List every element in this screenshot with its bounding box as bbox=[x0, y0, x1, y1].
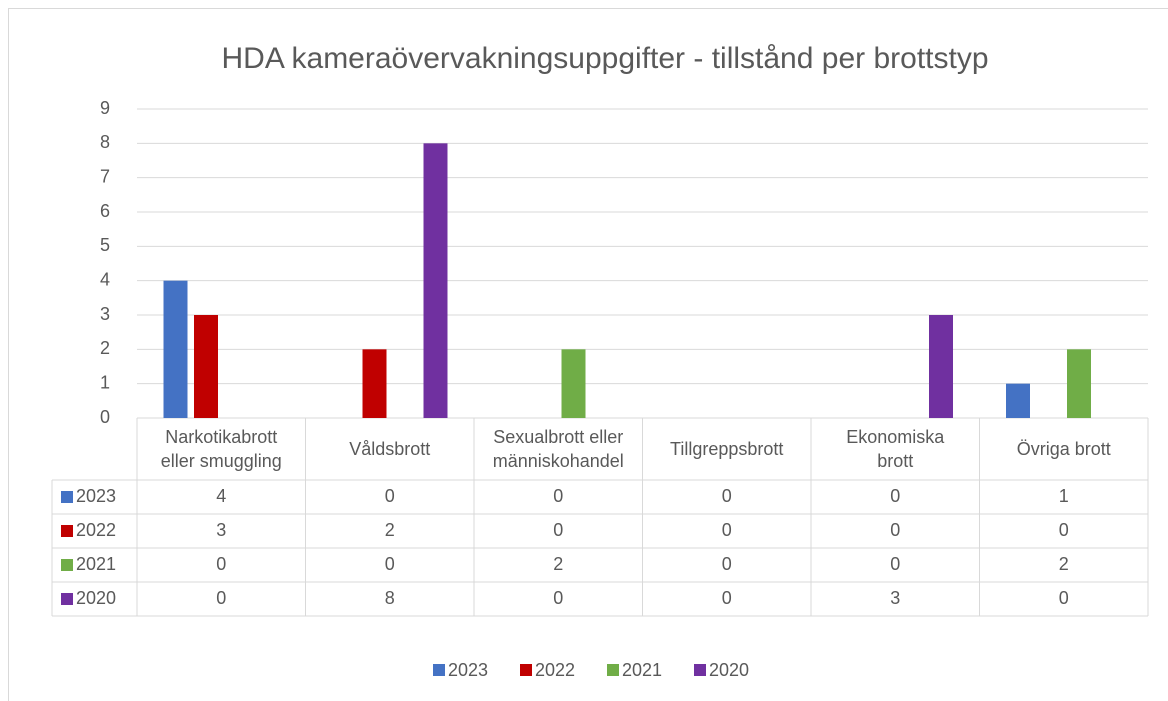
table-value: 2 bbox=[1059, 554, 1069, 574]
y-tick-label: 0 bbox=[100, 407, 110, 427]
y-tick-label: 8 bbox=[100, 132, 110, 152]
y-tick-label: 3 bbox=[100, 304, 110, 324]
table-series-label: 2020 bbox=[76, 588, 116, 608]
bar bbox=[194, 315, 218, 418]
table-value: 0 bbox=[1059, 520, 1069, 540]
y-tick-label: 1 bbox=[100, 372, 110, 392]
legend-key bbox=[607, 664, 619, 676]
table-value: 0 bbox=[385, 486, 395, 506]
table-value: 0 bbox=[722, 554, 732, 574]
table-value: 2 bbox=[553, 554, 563, 574]
legend-key bbox=[61, 593, 73, 605]
table-value: 0 bbox=[1059, 588, 1069, 608]
category-cell: Våldsbrott bbox=[349, 439, 431, 459]
y-tick-label: 2 bbox=[100, 338, 110, 358]
table-value: 0 bbox=[890, 486, 900, 506]
legend-key bbox=[520, 664, 532, 676]
table-value: 0 bbox=[553, 520, 563, 540]
table-value: 0 bbox=[722, 520, 732, 540]
y-tick-label: 4 bbox=[100, 269, 110, 289]
x-tick-label: Sexualbrott eller människohandel bbox=[492, 427, 624, 471]
table-value: 4 bbox=[216, 486, 226, 506]
table-value: 0 bbox=[890, 554, 900, 574]
legend-label: 2022 bbox=[535, 660, 575, 680]
legend-key bbox=[61, 491, 73, 503]
x-tick-label: Tillgreppsbrott bbox=[670, 439, 784, 459]
bar bbox=[362, 349, 387, 418]
table-value: 0 bbox=[553, 588, 563, 608]
table-series-label: 2022 bbox=[76, 520, 116, 540]
category-cell: Övriga brott bbox=[1016, 439, 1111, 459]
table-value: 3 bbox=[890, 588, 900, 608]
table-value: 0 bbox=[216, 588, 226, 608]
bar bbox=[929, 315, 953, 418]
legend-key bbox=[61, 559, 73, 571]
category-cell: Sexualbrott eller människohandel bbox=[492, 427, 624, 471]
bar bbox=[1067, 349, 1091, 418]
category-cell: Tillgreppsbrott bbox=[670, 439, 784, 459]
bar bbox=[423, 143, 448, 419]
category-cell: Narkotikabrott eller smuggling bbox=[160, 427, 282, 471]
legend-label: 2023 bbox=[448, 660, 488, 680]
legend-key bbox=[694, 664, 706, 676]
table-value: 0 bbox=[722, 588, 732, 608]
x-tick-label: Ekonomiska brott bbox=[846, 427, 945, 471]
table-value: 0 bbox=[722, 486, 732, 506]
table-value: 0 bbox=[553, 486, 563, 506]
x-tick-label: Våldsbrott bbox=[349, 439, 431, 459]
chart-frame bbox=[8, 8, 1168, 701]
chart-title: HDA kameraövervakningsuppgifter - tillst… bbox=[221, 42, 988, 75]
table-value: 0 bbox=[385, 554, 395, 574]
table-value: 8 bbox=[385, 588, 395, 608]
table-value: 2 bbox=[385, 520, 395, 540]
table-series-label: 2023 bbox=[76, 486, 116, 506]
table-value: 3 bbox=[216, 520, 226, 540]
table-series-label: 2021 bbox=[76, 554, 116, 574]
y-tick-label: 6 bbox=[100, 201, 110, 221]
y-tick-label: 7 bbox=[100, 166, 110, 186]
x-tick-label: Narkotikabrott eller smuggling bbox=[160, 427, 282, 471]
table-value: 1 bbox=[1059, 486, 1069, 506]
bar bbox=[163, 280, 188, 418]
bar bbox=[1006, 383, 1030, 418]
legend-key bbox=[433, 664, 445, 676]
x-tick-label: Övriga brott bbox=[1016, 439, 1111, 459]
table-value: 0 bbox=[890, 520, 900, 540]
table-value: 0 bbox=[216, 554, 226, 574]
category-cell: Ekonomiska brott bbox=[846, 427, 945, 471]
legend-key bbox=[61, 525, 73, 537]
y-tick-label: 5 bbox=[100, 235, 110, 255]
legend-label: 2020 bbox=[709, 660, 749, 680]
legend-label: 2021 bbox=[622, 660, 662, 680]
y-tick-label: 9 bbox=[100, 98, 110, 118]
bar bbox=[561, 349, 586, 418]
